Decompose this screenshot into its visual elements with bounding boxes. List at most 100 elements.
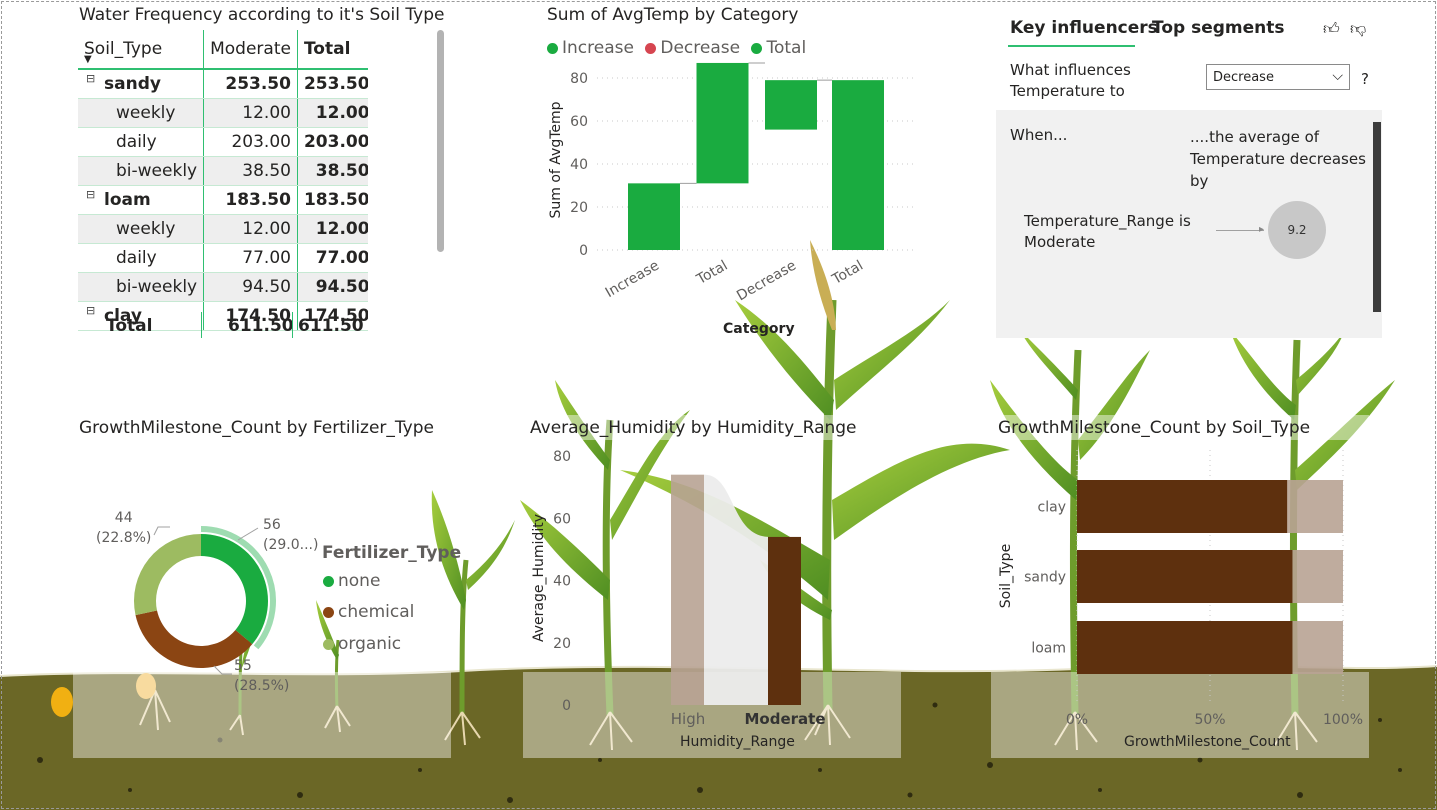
matrix-row-label: bi-weekly [78,272,204,302]
collapse-toggle-icon[interactable]: ⊟ [86,188,96,201]
matrix-total-total: 611.50 [298,316,364,336]
matrix-group-row: ⊟ clay 174.50 174.50 [78,301,368,331]
ki-factor[interactable]: Temperature_Range is Moderate [1024,212,1191,251]
ki-when-label: When... [1010,126,1068,144]
matrix-row-label: weekly [78,98,204,128]
legend-increase[interactable]: Increase [547,38,634,58]
ki-target-dropdown[interactable]: Decrease ⌵ [1206,64,1350,90]
ki-question: What influences Temperature to [1010,61,1131,100]
matrix-header-moderate[interactable]: Moderate [203,30,298,70]
legend-item-none[interactable]: none [323,571,380,591]
soil-bar [1077,621,1293,674]
matrix-scrollbar[interactable] [437,30,444,252]
y-tick-label: 40 [570,157,588,173]
x-tick-label: Moderate [744,710,825,728]
tab-key-influencers[interactable]: Key influencers [1010,18,1158,38]
seeds [51,673,156,717]
matrix-row-label: daily [78,243,204,273]
y-tick-label: 0 [562,698,571,714]
waterfall-bar [628,183,680,250]
legend-decrease[interactable]: Decrease [645,38,740,58]
leader-line [213,665,232,675]
x-tick-label: Decrease [734,258,799,305]
tab-active-underline [1008,45,1135,47]
ki-scrollbar[interactable] [1373,122,1381,312]
humidity-y-axis-label: Average_Humidity [531,514,547,642]
y-tick-label: 20 [570,200,588,216]
matrix-cell-moderate: 183.50 [203,185,298,215]
matrix-cell-total: 94.50 [296,272,368,302]
donut-label-none: 56 (29.0...) [263,517,319,553]
matrix-row-label: weekly [78,214,204,244]
y-tick-label: 60 [553,511,571,527]
matrix-row-label: daily [78,127,204,157]
humidity-bar [768,536,801,705]
ribbon-connector [704,474,768,705]
soil-bar-chart: 0% 50% 100% clay sandy loam [1024,450,1363,728]
thumbs-down-icon[interactable]: 👎︎ [1350,19,1367,38]
matrix-row: daily 77.00 77.00 [78,243,368,273]
waterfall-bar [832,80,884,251]
sort-arrow-icon[interactable]: ▼ [84,54,92,65]
legend-total[interactable]: Total [751,38,806,58]
y-tick-label: 80 [553,449,571,465]
matrix-header-total[interactable]: Total [296,30,368,70]
leader-line [153,526,170,536]
ki-then-label: ....the average of Temperature decreases… [1190,128,1366,190]
matrix-cell-moderate: 253.50 [203,69,298,99]
thumbs-up-icon[interactable]: 👍︎ [1323,19,1340,38]
matrix-cell-moderate: 12.00 [203,98,298,128]
y-tick-label: 80 [570,71,588,87]
matrix-row-label: ⊟ sandy [78,69,204,99]
waterfall-x-axis-label: Category [723,321,795,337]
matrix-cell-moderate: 94.50 [203,272,298,302]
ki-connector-line [1216,230,1264,231]
matrix-row: bi-weekly 94.50 94.50 [78,272,368,302]
legend-item-chemical[interactable]: chemical [323,602,414,622]
matrix-row-label: ⊟ loam [78,185,204,215]
plant-roots [139,689,1318,751]
donut-slice-none [201,534,268,645]
matrix-cell-moderate: 174.50 [203,301,298,331]
matrix-row: daily 203.00 203.00 [78,127,368,157]
ki-impact-bubble[interactable]: 9.2 [1268,201,1326,259]
y-tick-label: 20 [553,636,571,652]
soil-bar [1077,480,1288,533]
y-tick-label: 0 [579,243,588,259]
matrix-cell-total: 174.50 [296,301,368,331]
help-icon[interactable]: ? [1361,70,1369,88]
donut-slice-organic [134,534,201,616]
waterfall-legend: Increase Decrease Total [547,38,806,58]
soil-x-axis-label: GrowthMilestone_Count [1124,734,1291,750]
water-frequency-matrix: Soil_Type ▼ Moderate Total ⊟ sandy 253.50 2… [78,30,368,340]
x-tick-label: Total [693,258,730,289]
soil-y-axis-label: Soil_Type [998,543,1014,609]
donut-slice-chemical [135,610,253,668]
x-tick-label: Increase [603,258,662,301]
soil-bar [1077,550,1293,603]
ki-connector-arrow: ▸ [1259,224,1265,235]
matrix-row: weekly 12.00 12.00 [78,98,368,128]
humidity-x-axis-label: Humidity_Range [680,734,795,750]
collapse-toggle-icon[interactable]: ⊟ [86,304,96,317]
matrix-cell-moderate: 77.00 [203,243,298,273]
matrix-total-label: Total [106,316,153,336]
donut-label-organic: 44 (22.8%) [96,510,152,546]
donut-legend-title: Fertilizer_Type [322,543,462,563]
leader-line [237,527,259,541]
matrix-cell-total: 12.00 [296,98,368,128]
waterfall-title: Sum of AvgTemp by Category [547,5,799,25]
tab-top-segments[interactable]: Top segments [1152,18,1285,38]
matrix-column-divider [201,312,202,338]
y-tick-label: 40 [553,574,571,590]
matrix-total-moderate: 611.50 [228,316,294,336]
matrix-cell-moderate: 38.50 [203,156,298,186]
waterfall-y-axis-label: Sum of AvgTemp [548,101,564,219]
matrix-header-soil-type[interactable]: Soil_Type ▼ [78,30,204,70]
waterfall-bar [765,80,817,130]
collapse-toggle-icon[interactable]: ⊟ [86,72,96,85]
matrix-row-label: bi-weekly [78,156,204,186]
matrix-title: Water Frequency according to it's Soil T… [79,5,445,25]
soil-panel-bg [991,672,1369,758]
legend-item-organic[interactable]: organic [323,634,401,654]
